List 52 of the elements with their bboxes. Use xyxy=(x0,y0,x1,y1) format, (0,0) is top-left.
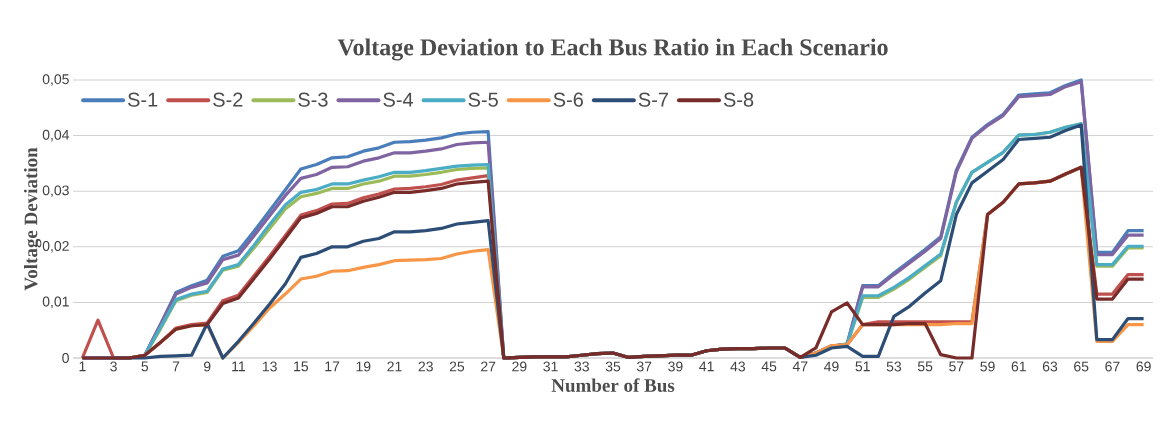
y-tick-label: 0,02 xyxy=(42,241,69,253)
x-tick-label: 11 xyxy=(232,361,246,372)
x-tick-label: 65 xyxy=(1074,361,1089,372)
x-tick-label: 9 xyxy=(203,361,211,372)
y-tick-label: 0,05 xyxy=(42,74,69,86)
x-tick-label: 33 xyxy=(574,361,589,372)
y-tick-label: 0,01 xyxy=(42,296,69,309)
legend-label: S-7 xyxy=(638,92,668,107)
legend-label: S-5 xyxy=(468,92,498,107)
x-tick-label: 59 xyxy=(980,361,995,372)
x-tick-label: 3 xyxy=(110,361,117,372)
x-tick-label: 45 xyxy=(761,361,777,372)
y-tick-label: 0 xyxy=(62,353,69,363)
legend-label: S-4 xyxy=(383,92,414,107)
x-tick-label: 29 xyxy=(512,361,527,372)
y-axis-title: Voltage Deviation xyxy=(23,147,42,291)
x-tick-label: 35 xyxy=(605,361,621,372)
legend-label: S-6 xyxy=(553,92,583,107)
x-tick-label: 31 xyxy=(543,361,558,372)
x-tick-label: 27 xyxy=(481,361,496,372)
legend-label: S-2 xyxy=(213,92,243,107)
x-tick-label: 55 xyxy=(917,361,933,372)
x-tick-label: 53 xyxy=(886,361,902,372)
x-tick-label: 51 xyxy=(855,361,870,372)
x-tick-label: 1 xyxy=(79,361,86,372)
x-tick-label: 49 xyxy=(824,361,839,372)
x-axis-title: Number of Bus xyxy=(551,378,675,392)
x-tick-label: 63 xyxy=(1042,361,1058,372)
x-tick-label: 7 xyxy=(172,361,180,372)
legend-label: S-3 xyxy=(298,92,328,107)
x-tick-label: 5 xyxy=(141,361,149,372)
y-tick-label: 0,03 xyxy=(42,185,69,197)
x-tick-label: 13 xyxy=(262,361,277,372)
x-tick-label: 21 xyxy=(387,361,402,372)
x-tick-label: 17 xyxy=(325,361,340,372)
x-tick-label: 23 xyxy=(418,361,433,372)
x-tick-label: 61 xyxy=(1011,361,1026,372)
x-tick-label: 69 xyxy=(1136,361,1151,372)
x-tick-label: 57 xyxy=(949,361,964,372)
x-tick-label: 47 xyxy=(792,361,808,372)
x-tick-label: 37 xyxy=(636,361,652,372)
x-tick-label: 19 xyxy=(356,361,371,372)
x-tick-label: 15 xyxy=(294,361,309,372)
x-tick-label: 25 xyxy=(449,361,465,372)
legend-label: S-8 xyxy=(723,92,754,107)
x-tick-label: 39 xyxy=(668,361,683,372)
legend-label: S-1 xyxy=(128,92,158,107)
x-tick-label: 43 xyxy=(730,361,746,372)
y-tick-label: 0,04 xyxy=(42,129,70,142)
chart-title: Voltage Deviation to Each Bus Ratio in Each Scenario xyxy=(337,38,888,61)
x-tick-label: 41 xyxy=(699,361,714,372)
x-tick-label: 67 xyxy=(1105,361,1120,372)
